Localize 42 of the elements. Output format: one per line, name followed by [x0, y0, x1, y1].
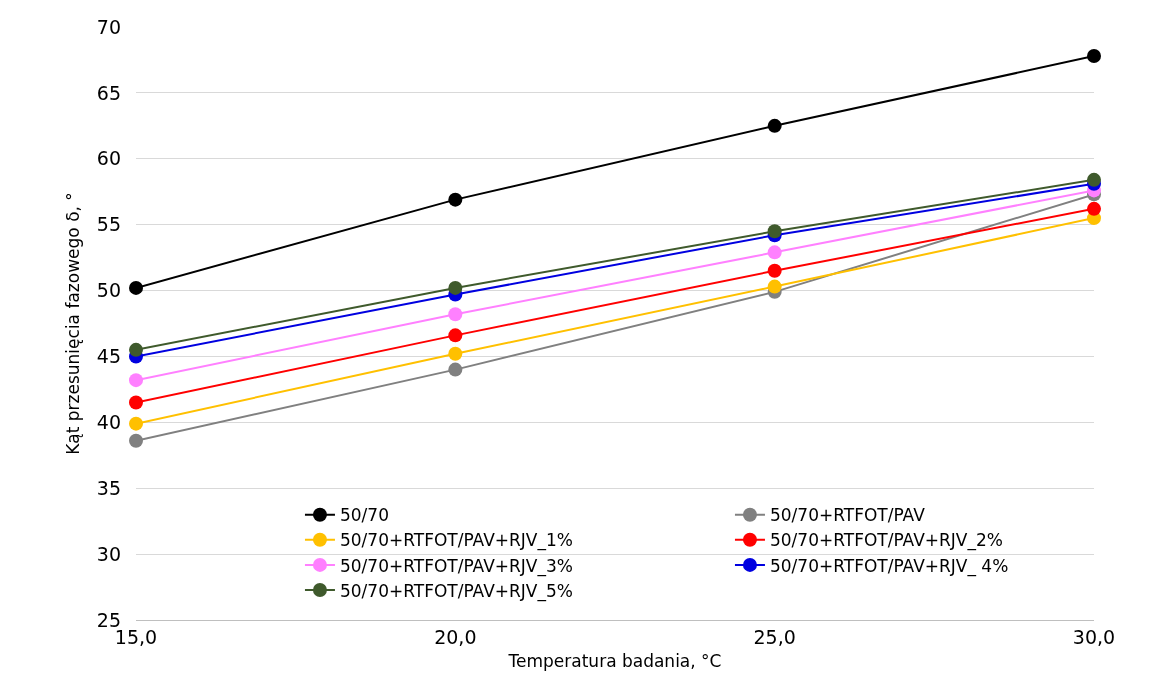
x-tick-label: 20,0	[434, 625, 477, 648]
legend-label: 50/70+RTFOT/PAV+RJV_1%	[339, 530, 573, 552]
y-axis-title: Kąt przesunięcia fazowego δ, °	[63, 192, 84, 455]
point	[767, 245, 782, 260]
y-tick-label: 40	[96, 410, 121, 433]
y-tick-label: 35	[96, 476, 121, 499]
y-tick-label: 50	[96, 279, 121, 302]
point	[129, 395, 143, 410]
legend-label: 50/70+RTFOT/PAV	[769, 505, 926, 526]
point	[1087, 48, 1101, 63]
y-tick-label: 70	[96, 15, 121, 38]
point	[448, 307, 463, 322]
y-tick-label: 25	[96, 608, 121, 631]
legend-label: 50/70+RTFOT/PAV+RJV_2%	[769, 530, 1003, 552]
point	[1087, 172, 1101, 187]
point	[448, 362, 463, 377]
legend-label: 50/70	[339, 505, 389, 526]
y-tick-label: 45	[96, 345, 121, 368]
point	[767, 263, 782, 278]
legend-label: 50/70+RTFOT/PAV+RJV_ 4%	[769, 555, 1009, 577]
point	[767, 118, 782, 133]
legend-label: 50/70+RTFOT/PAV+RJV_5%	[339, 580, 573, 602]
point	[129, 433, 143, 448]
y-tick-label: 65	[96, 81, 121, 104]
point	[129, 280, 143, 295]
point	[129, 416, 143, 431]
y-tick-label: 60	[96, 147, 121, 170]
legend-label: 50/70+RTFOT/PAV+RJV_3%	[339, 555, 573, 577]
point	[448, 192, 463, 207]
point	[448, 328, 463, 343]
y-tick-label: 30	[96, 542, 121, 565]
y-tick-label: 55	[96, 213, 121, 236]
point	[129, 373, 143, 388]
x-tick-label: 30,0	[1072, 625, 1116, 648]
point	[129, 342, 143, 357]
x-axis-title: Temperatura badania, °C	[507, 651, 722, 672]
point	[448, 346, 463, 361]
point	[448, 280, 463, 295]
x-tick-label: 25,0	[753, 625, 796, 648]
point	[1087, 201, 1101, 216]
point	[767, 279, 782, 294]
point	[767, 224, 782, 239]
